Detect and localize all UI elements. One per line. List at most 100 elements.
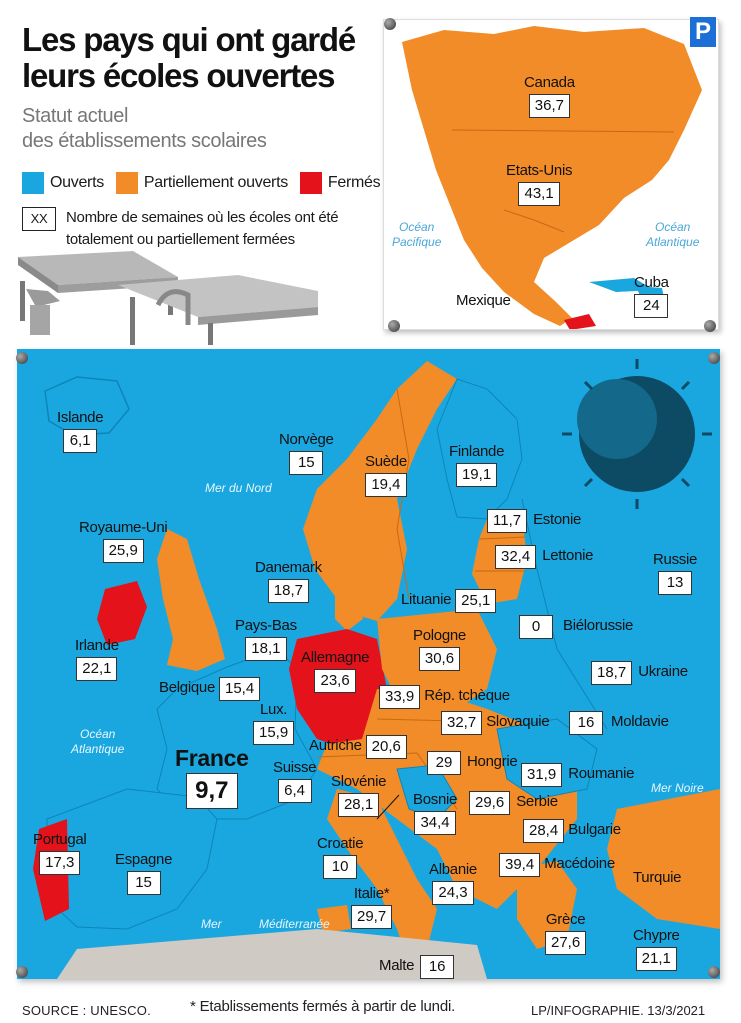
country-label: France 9,7 xyxy=(175,745,249,809)
americas-map: Canada 36,7 Etats-Unis 43,1 Mexique Cuba… xyxy=(383,19,719,330)
sea-label-line: Atlantique xyxy=(71,742,125,756)
legend-weeks-box: XX xyxy=(22,207,56,231)
country-name: Danemark xyxy=(255,559,322,576)
country-name: Canada xyxy=(524,74,575,91)
country-name: Grèce xyxy=(545,911,586,928)
country-label: Italie* 29,7 xyxy=(351,885,393,929)
country-name: Bulgarie xyxy=(568,821,621,838)
weeks-value: 19,4 xyxy=(365,473,407,497)
country-label: Belgique 15,4 xyxy=(159,675,261,701)
country-name: Albanie xyxy=(429,861,477,878)
country-label: Turquie xyxy=(633,869,682,887)
legend-item-open: Ouverts xyxy=(22,172,104,194)
weeks-value: 29,7 xyxy=(351,905,393,929)
weeks-value: 0 xyxy=(519,615,553,639)
sea-label-line: Pacifique xyxy=(392,235,442,249)
country-label: Albanie 24,3 xyxy=(429,861,477,905)
weeks-value: 9,7 xyxy=(186,773,238,809)
legend-label-open: Ouverts xyxy=(50,174,104,191)
le-parisien-logo: P xyxy=(690,17,716,47)
country-label: 11,7 Estonie xyxy=(487,507,581,533)
infographic-credit: LP/INFOGRAPHIE. 13/3/2021 xyxy=(531,1003,706,1018)
weeks-value: 18,1 xyxy=(245,637,287,661)
legend-item-partial: Partiellement ouverts xyxy=(115,172,288,194)
weeks-value: 13 xyxy=(658,571,693,595)
country-name: Hongrie xyxy=(467,753,518,770)
weeks-value: 29,6 xyxy=(469,791,511,815)
weeks-value: 33,9 xyxy=(379,685,421,709)
country-label: 29,6 Serbie xyxy=(469,789,558,815)
country-name: France xyxy=(175,745,249,771)
country-label: Suède 19,4 xyxy=(365,453,407,497)
sea-label-line: Océan xyxy=(399,220,435,234)
country-name: Slovénie xyxy=(331,773,387,790)
weeks-value: 19,1 xyxy=(455,463,498,487)
country-name: Estonie xyxy=(533,511,582,528)
country-name: Serbie xyxy=(516,793,558,810)
subtitle-line: des établissements scolaires xyxy=(22,130,267,152)
sea-label: Méditerranée xyxy=(259,917,330,932)
weeks-value: 30,6 xyxy=(418,647,461,671)
country-label: 16 Moldavie xyxy=(569,709,669,735)
country-name: Portugal xyxy=(33,831,87,848)
school-desks-illustration xyxy=(18,251,318,345)
weeks-value: 43,1 xyxy=(518,182,560,206)
page-title: Les pays qui ont gardé leurs écoles ouve… xyxy=(22,21,356,94)
country-label: Finlande 19,1 xyxy=(449,443,504,487)
legend-swatch-partial xyxy=(115,172,138,194)
country-label: Allemagne 23,6 xyxy=(301,649,369,693)
weeks-value: 31,9 xyxy=(521,763,563,787)
legend: Ouverts Partiellement ouverts Fermés xyxy=(22,172,392,194)
weeks-value: 29 xyxy=(427,751,461,775)
sea-label: Mer Noire xyxy=(651,781,704,796)
country-label: Slovénie 28,1 xyxy=(331,773,386,817)
legend-label-partial: Partiellement ouverts xyxy=(143,174,288,191)
weeks-value: 10 xyxy=(323,855,358,879)
central-america-closed-shape xyxy=(564,314,596,329)
country-name: Belgique xyxy=(159,679,215,696)
country-name: Italie* xyxy=(353,885,390,902)
weeks-value: 18,7 xyxy=(591,661,633,685)
country-label: Cuba 24 xyxy=(634,274,669,318)
sea-label: Mer du Nord xyxy=(205,481,272,496)
subtitle: Statut actuel des établissements scolair… xyxy=(22,104,267,154)
sea-label-line: Méditerranée xyxy=(259,917,330,931)
sea-label-line: Mer du Nord xyxy=(205,481,272,495)
weeks-value: 22,1 xyxy=(76,657,118,681)
weeks-value: 21,1 xyxy=(635,947,677,971)
country-label: Croatie 10 xyxy=(317,835,364,879)
country-label: Islande 6,1 xyxy=(57,409,104,453)
sea-label-line: Atlantique xyxy=(646,235,700,249)
country-label: Bosnie 34,4 xyxy=(413,791,457,835)
country-label: Pays-Bas 18,1 xyxy=(235,617,297,661)
sea-label-line: Mer Noire xyxy=(651,781,704,795)
country-name: Cuba xyxy=(634,274,669,291)
country-label: Royaume-Uni 25,9 xyxy=(79,519,168,563)
legend-label-closed: Fermés xyxy=(327,174,381,191)
country-name: Macédoine xyxy=(544,855,615,872)
country-name: Autriche xyxy=(309,737,362,754)
country-name: Malte xyxy=(379,957,415,974)
country-label: 31,9 Roumanie xyxy=(521,761,634,787)
pin-icon xyxy=(704,320,716,332)
europe-map: Islande 6,1 Norvège 15 Suède 19,4 Finlande 1… xyxy=(17,349,720,979)
subtitle-line: Statut actuel xyxy=(22,105,128,127)
country-label: Irlande 22,1 xyxy=(75,637,119,681)
country-name: Biélorussie xyxy=(563,617,634,634)
weeks-value: 36,7 xyxy=(528,94,570,118)
pin-icon xyxy=(384,18,396,30)
country-name: Moldavie xyxy=(611,713,669,730)
country-label: Etats-Unis 43,1 xyxy=(506,162,572,206)
country-label: Lituanie 25,1 xyxy=(401,587,497,613)
weeks-value: 18,7 xyxy=(267,579,309,603)
country-name: Croatie xyxy=(317,835,364,852)
weeks-value: 24,3 xyxy=(432,881,474,905)
country-name: Roumanie xyxy=(568,765,635,782)
country-label: Grèce 27,6 xyxy=(545,911,587,955)
weeks-value: 23,6 xyxy=(314,669,356,693)
country-name: Chypre xyxy=(633,927,680,944)
country-label: Pologne 30,6 xyxy=(413,627,466,671)
pin-icon xyxy=(16,966,28,978)
weeks-value: 6,1 xyxy=(63,429,98,453)
weeks-value: 11,7 xyxy=(487,509,528,533)
